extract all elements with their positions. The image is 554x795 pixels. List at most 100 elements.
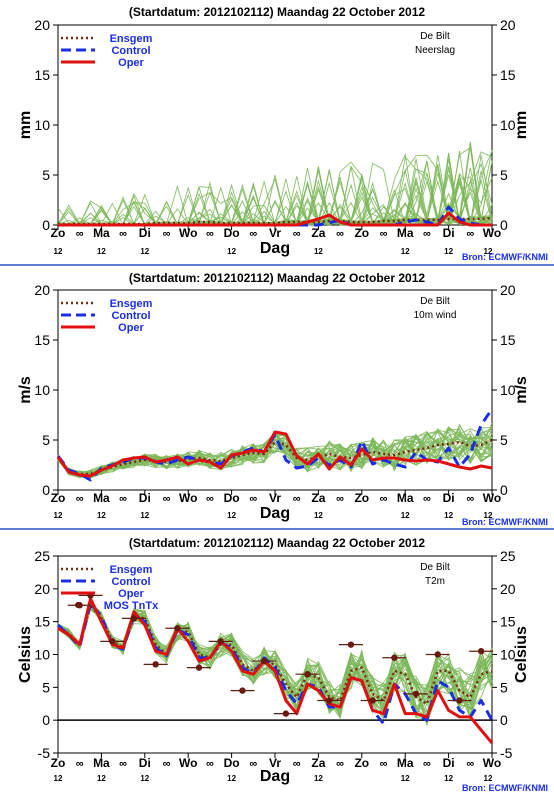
mos-point <box>456 697 463 704</box>
legend-label-control: Control <box>111 45 150 57</box>
legend-label-control: Control <box>111 310 150 322</box>
mos-point <box>391 654 398 661</box>
x-day-label: Za <box>311 756 325 770</box>
mos-point <box>109 638 116 645</box>
x-noon-label: 12 <box>401 774 410 783</box>
x-noon-label: 12 <box>444 774 453 783</box>
x-between-marker: ∞ <box>380 493 388 505</box>
mos-point <box>195 664 203 671</box>
x-axis-label: Dag <box>260 240 290 257</box>
x-noon-label: 12 <box>97 247 106 256</box>
x-between-marker: ∞ <box>206 228 214 240</box>
x-day-label: Ma <box>397 756 414 770</box>
x-noon-label: 12 <box>401 511 410 520</box>
x-between-marker: ∞ <box>466 758 474 770</box>
y-tick-label-right: 15 <box>500 332 516 348</box>
y-tick-label-left: 20 <box>34 17 50 33</box>
x-between-marker: ∞ <box>423 493 431 505</box>
x-day-label: Ma <box>93 756 110 770</box>
x-day-label: Zo <box>354 756 369 770</box>
y-tick-label-left: 0 <box>42 712 50 728</box>
x-day-label: Wo <box>483 756 501 770</box>
location-label: De Bilt <box>420 31 450 42</box>
y-tick-label-right: -5 <box>500 745 513 761</box>
y-axis-label-left: Celsius <box>17 626 34 683</box>
y-tick-label-right: 15 <box>500 67 516 83</box>
y-axis-label-left: mm <box>17 111 34 139</box>
x-between-marker: ∞ <box>163 758 171 770</box>
mos-point <box>304 671 311 678</box>
y-tick-label-right: 20 <box>500 17 516 33</box>
x-between-marker: ∞ <box>249 228 257 240</box>
source-label: Bron: ECMWF/KNMI <box>462 517 548 527</box>
mos-point <box>326 697 333 704</box>
series-line-oper <box>58 211 492 227</box>
y-tick-label-right: 10 <box>500 382 516 398</box>
x-day-label: Zo <box>51 491 66 505</box>
legend-label-oper: Oper <box>118 322 144 334</box>
x-noon-label: 12 <box>97 511 106 520</box>
legend-label-ensgem: Ensgem <box>110 33 153 45</box>
ensemble-member-line <box>57 141 493 226</box>
series-line-oper <box>56 430 493 478</box>
ensemble-member-line <box>57 432 493 476</box>
x-day-label: Do <box>224 756 240 770</box>
mos-point <box>152 661 159 668</box>
x-noon-label: 12 <box>54 774 63 783</box>
x-day-label: Di <box>443 226 455 240</box>
x-day-label: Wo <box>483 226 501 240</box>
x-noon-label: 12 <box>54 247 63 256</box>
y-tick-label-left: 20 <box>34 282 50 298</box>
mos-point <box>239 687 246 694</box>
series-line-ensgem <box>58 216 493 226</box>
x-day-label: Za <box>311 491 325 505</box>
x-day-label: Do <box>224 491 240 505</box>
x-between-marker: ∞ <box>163 493 171 505</box>
x-between-marker: ∞ <box>76 758 84 770</box>
legend-label-mos: MOS TnTx <box>104 600 159 612</box>
x-noon-label: 12 <box>314 511 323 520</box>
x-noon-label: 12 <box>401 247 410 256</box>
y-tick-label-right: 0 <box>500 217 508 233</box>
y-tick-label-right: 0 <box>500 712 508 728</box>
y-tick-label-left: 10 <box>34 647 50 663</box>
x-noon-label: 12 <box>140 774 149 783</box>
x-noon-label: 12 <box>314 774 323 783</box>
variable-label: Neerslag <box>415 45 455 56</box>
x-between-marker: ∞ <box>293 493 301 505</box>
x-between-marker: ∞ <box>76 493 84 505</box>
x-noon-label: 12 <box>54 511 63 520</box>
source-label: Bron: ECMWF/KNMI <box>462 252 548 262</box>
x-between-marker: ∞ <box>206 758 214 770</box>
y-tick-label-right: 20 <box>500 581 516 597</box>
x-day-label: Ma <box>93 491 110 505</box>
variable-label: T2m <box>425 576 445 587</box>
x-noon-label: 12 <box>227 511 236 520</box>
y-tick-label-left: 10 <box>34 117 50 133</box>
x-noon-label: 12 <box>484 774 493 783</box>
x-day-label: Ma <box>93 226 110 240</box>
x-noon-label: 12 <box>484 511 493 520</box>
mos-point <box>174 625 181 632</box>
y-tick-label-right: 25 <box>500 548 516 564</box>
y-tick-label-right: 5 <box>500 679 508 695</box>
source-label: Bron: ECMWF/KNMI <box>462 783 548 793</box>
x-between-marker: ∞ <box>336 493 344 505</box>
y-axis-label-right: mm <box>513 111 530 139</box>
x-day-label: Wo <box>179 491 197 505</box>
mos-point <box>477 648 485 655</box>
x-between-marker: ∞ <box>206 493 214 505</box>
y-axis-label-right: Celsius <box>513 626 530 683</box>
x-noon-label: 12 <box>97 774 106 783</box>
x-day-label: Ma <box>397 491 414 505</box>
x-day-label: Di <box>139 756 151 770</box>
mos-point <box>130 615 138 622</box>
x-noon-label: 12 <box>227 247 236 256</box>
x-between-marker: ∞ <box>249 758 257 770</box>
x-between-marker: ∞ <box>423 228 431 240</box>
chart-title: (Startdatum: 2012102112) Maandag 22 Octo… <box>129 5 425 19</box>
